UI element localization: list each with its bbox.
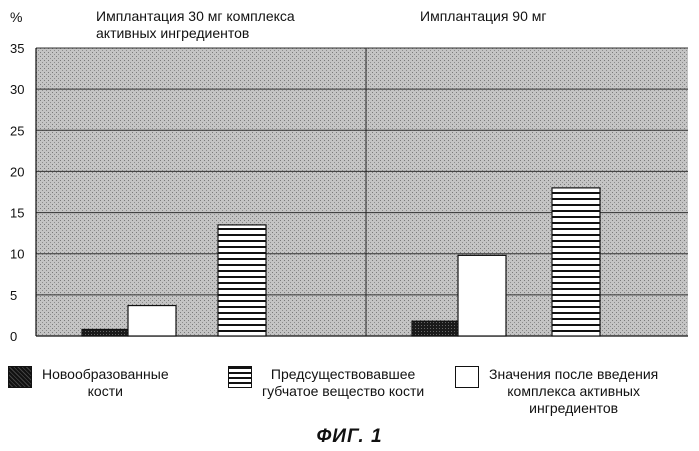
bar xyxy=(412,321,458,336)
y-axis-unit: % xyxy=(10,9,22,25)
legend-label: Новообразованные кости xyxy=(42,366,169,400)
legend: Новообразованные кости Предсуществовавше… xyxy=(0,366,699,426)
y-tick-label: 15 xyxy=(10,206,24,221)
y-tick-label: 10 xyxy=(10,247,24,262)
bar-chart: 0 5 10 15 20 25 30 35% Имплантация 30 мг комплек… xyxy=(0,0,699,366)
y-tick-label: 0 xyxy=(10,329,17,344)
group-title: Имплантация 90 мг xyxy=(420,8,547,24)
legend-swatch-white xyxy=(455,366,479,388)
legend-swatch-striped xyxy=(228,366,252,388)
y-tick-label: 35 xyxy=(10,41,24,56)
y-tick-label: 25 xyxy=(10,123,24,138)
legend-label: Предсуществовавшее губчатое вещество кос… xyxy=(262,366,424,400)
group-title: Имплантация 30 мг комплексаактивных ингр… xyxy=(96,8,295,41)
y-tick-label: 30 xyxy=(10,82,24,97)
legend-item-preexisting: Предсуществовавшее губчатое вещество кос… xyxy=(228,366,424,400)
bar xyxy=(552,188,600,336)
bar xyxy=(128,306,176,336)
figure-caption: ФИГ. 1 xyxy=(0,426,699,448)
bar xyxy=(458,255,506,336)
legend-item-new-bone: Новообразованные кости xyxy=(8,366,169,400)
y-tick-label: 5 xyxy=(10,288,17,303)
legend-label: Значения после введения комплекса активн… xyxy=(489,366,658,417)
y-tick-label: 20 xyxy=(10,164,24,179)
legend-item-after-injection: Значения после введения комплекса активн… xyxy=(455,366,658,417)
bar xyxy=(218,225,266,336)
bar xyxy=(82,329,128,336)
legend-swatch-dark xyxy=(8,366,32,388)
